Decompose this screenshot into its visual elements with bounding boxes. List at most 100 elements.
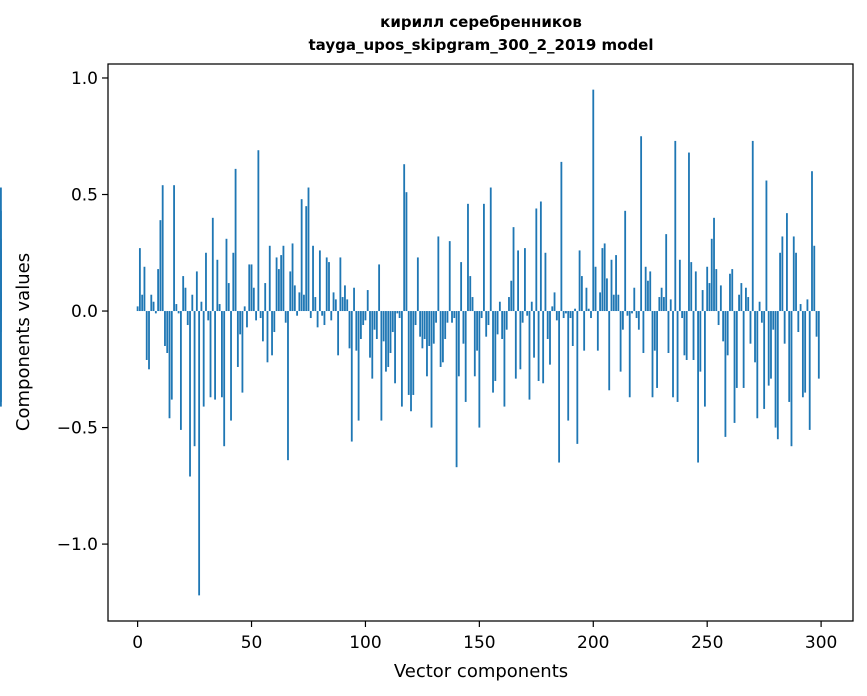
bar <box>382 311 385 342</box>
bar <box>328 262 330 312</box>
bar <box>719 285 722 312</box>
bar <box>321 311 324 316</box>
bar <box>770 311 772 379</box>
bar <box>781 236 784 312</box>
bar <box>701 290 704 312</box>
bar <box>558 311 561 463</box>
bar <box>243 306 246 312</box>
bar <box>325 257 328 312</box>
bar <box>574 308 576 312</box>
bar <box>457 311 460 377</box>
bar <box>774 311 777 428</box>
bar <box>608 311 611 391</box>
bar <box>779 252 781 312</box>
bar <box>389 311 392 353</box>
bar <box>473 311 476 377</box>
bar <box>747 297 750 312</box>
bar <box>742 311 745 388</box>
bar <box>414 311 417 326</box>
bar <box>164 311 166 346</box>
bar <box>246 311 248 328</box>
bar <box>740 283 743 312</box>
bar <box>706 266 709 312</box>
bar <box>594 266 597 312</box>
bar <box>257 150 260 312</box>
y-tick-label: −1.0 <box>57 535 98 555</box>
bar <box>631 311 633 314</box>
bar <box>647 280 649 312</box>
bar <box>444 311 447 340</box>
bar <box>341 297 344 312</box>
bar <box>355 311 358 351</box>
bar <box>198 311 201 596</box>
bar <box>786 213 788 312</box>
bar <box>524 248 526 312</box>
bar <box>439 311 442 367</box>
bar <box>503 311 506 407</box>
bar <box>248 264 251 312</box>
bar <box>314 297 317 312</box>
bar <box>150 294 153 312</box>
bar <box>230 311 232 421</box>
bar <box>576 311 579 444</box>
bar <box>159 220 162 312</box>
bar <box>195 271 198 312</box>
bar <box>528 311 531 400</box>
bar <box>170 311 173 400</box>
bar <box>772 311 775 330</box>
bar <box>642 311 645 353</box>
bar <box>378 264 381 312</box>
bar <box>396 311 399 314</box>
bar <box>512 227 515 312</box>
bar <box>205 252 207 312</box>
bar <box>817 311 820 379</box>
bar <box>307 187 310 312</box>
y-tick-label: 0.0 <box>71 302 98 322</box>
bar <box>656 311 658 388</box>
bar <box>489 187 492 312</box>
x-tick-label: 0 <box>132 633 143 653</box>
bar <box>366 290 369 312</box>
bar <box>200 301 203 312</box>
bar <box>790 311 793 447</box>
x-tick-label: 150 <box>463 633 495 653</box>
bar <box>756 311 759 419</box>
bars-group <box>0 89 820 596</box>
bar <box>640 136 643 312</box>
bar <box>423 311 426 340</box>
bar <box>685 311 688 360</box>
bar <box>223 311 226 447</box>
bar <box>517 250 519 312</box>
bar <box>724 311 727 437</box>
bar <box>713 217 715 312</box>
bar <box>801 311 804 398</box>
bar <box>296 311 299 316</box>
bar <box>745 287 747 312</box>
bar <box>599 292 602 312</box>
bar <box>603 243 606 312</box>
bar <box>432 311 435 344</box>
bar <box>348 311 351 349</box>
bar <box>665 234 668 312</box>
bar <box>621 311 624 330</box>
bar <box>735 311 738 388</box>
bar <box>145 311 148 360</box>
bar <box>749 311 752 344</box>
bar <box>460 262 463 312</box>
bar <box>435 311 437 323</box>
x-tick-label: 300 <box>805 633 837 653</box>
bar <box>580 276 583 312</box>
bar <box>284 311 287 323</box>
x-axis-ticks: 0 50 100 150 200 250 300 <box>132 621 837 653</box>
bar <box>546 311 549 340</box>
bar <box>255 311 257 321</box>
bar <box>141 294 144 312</box>
x-axis-label: Vector components <box>394 661 568 682</box>
bar <box>765 180 768 312</box>
bar <box>585 287 588 312</box>
bar <box>483 203 485 312</box>
bar <box>606 278 608 312</box>
bar <box>688 152 690 312</box>
bar <box>658 297 661 312</box>
